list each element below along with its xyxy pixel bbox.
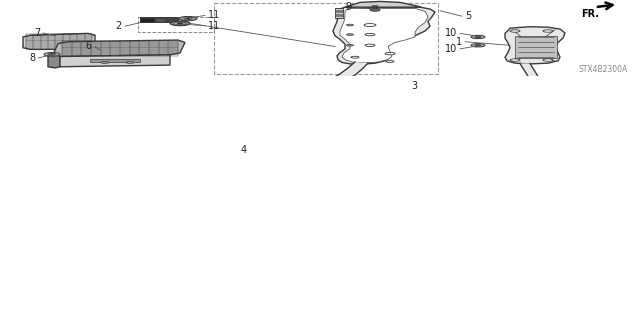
Circle shape [365,44,375,46]
Polygon shape [53,40,185,57]
Text: 11: 11 [208,21,220,31]
Bar [155,18,165,22]
Bar [214,3,438,74]
Circle shape [186,18,190,19]
Text: 4: 4 [241,145,247,155]
Circle shape [475,36,481,38]
Polygon shape [282,146,360,154]
Circle shape [471,44,485,47]
Circle shape [51,54,54,55]
Circle shape [184,18,192,20]
Polygon shape [60,55,170,67]
Text: STX4B2300A: STX4B2300A [579,65,628,74]
Bar [140,18,154,22]
Circle shape [510,59,520,61]
Circle shape [471,35,485,39]
Text: 3: 3 [411,81,417,91]
Polygon shape [48,54,60,68]
Circle shape [370,9,380,11]
Circle shape [510,30,520,32]
Text: 11: 11 [208,11,220,20]
Text: 6: 6 [86,42,92,52]
Circle shape [543,59,553,61]
Polygon shape [333,7,435,64]
Circle shape [351,56,359,58]
Circle shape [48,53,56,55]
Bar [140,17,178,22]
Circle shape [174,22,186,25]
Text: 10: 10 [445,28,457,38]
Circle shape [365,33,375,36]
Circle shape [372,9,378,11]
Text: 5: 5 [465,11,471,21]
Polygon shape [345,1,420,7]
Text: 2: 2 [116,21,122,31]
Bar [138,17,214,32]
Bar [335,8,343,18]
Circle shape [429,78,435,79]
Circle shape [386,60,394,62]
Circle shape [179,16,197,21]
Polygon shape [505,27,565,64]
Text: FR.: FR. [581,9,599,19]
Text: 1: 1 [456,37,462,47]
Polygon shape [357,147,390,154]
Text: 8: 8 [29,53,35,63]
Polygon shape [488,109,552,120]
Text: 10: 10 [445,44,457,54]
Circle shape [346,24,353,26]
Circle shape [346,44,353,46]
Circle shape [385,52,395,55]
Circle shape [44,52,60,56]
Polygon shape [512,63,544,111]
Text: 9: 9 [346,2,352,12]
Circle shape [364,24,376,27]
Bar [90,59,140,62]
Circle shape [346,34,353,36]
Circle shape [126,61,134,63]
Text: 7: 7 [34,28,40,38]
Circle shape [170,21,190,26]
Polygon shape [23,33,95,49]
Circle shape [543,30,553,32]
Circle shape [425,77,439,80]
Bar [515,36,557,59]
Circle shape [475,44,481,46]
Circle shape [177,23,183,24]
Polygon shape [340,8,428,63]
Polygon shape [292,62,368,147]
Circle shape [101,61,109,63]
